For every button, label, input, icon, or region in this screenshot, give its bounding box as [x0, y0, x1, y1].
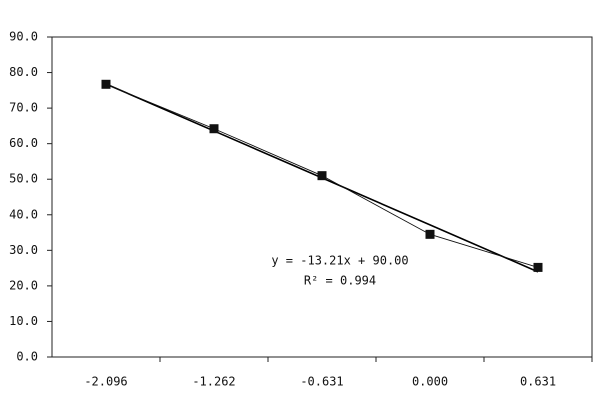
- x-tick-label: -1.262: [192, 375, 235, 389]
- marker: [317, 171, 327, 181]
- y-tick-label: 90.0: [9, 30, 38, 44]
- y-tick-label: 40.0: [9, 207, 38, 221]
- marker: [209, 124, 219, 134]
- y-tick-label: 50.0: [9, 172, 38, 186]
- x-tick-label: -0.631: [300, 375, 343, 389]
- x-tick-label: 0.631: [520, 375, 556, 389]
- x-tick-label: -2.096: [84, 375, 127, 389]
- y-tick-label: 20.0: [9, 278, 38, 292]
- y-tick-label: 70.0: [9, 101, 38, 115]
- y-tick-label: 30.0: [9, 243, 38, 257]
- marker: [101, 79, 111, 89]
- r-squared: R² = 0.994: [304, 274, 376, 288]
- y-tick-label: 80.0: [9, 65, 38, 79]
- equation: y = -13.21x + 90.00: [271, 254, 408, 268]
- plot-frame: [51, 36, 593, 358]
- y-tick-label: 0.0: [16, 350, 38, 364]
- marker: [425, 229, 435, 239]
- y-tick-label: 60.0: [9, 136, 38, 150]
- x-tick-label: 0.000: [412, 375, 448, 389]
- marker: [533, 262, 543, 272]
- y-tick-label: 10.0: [9, 314, 38, 328]
